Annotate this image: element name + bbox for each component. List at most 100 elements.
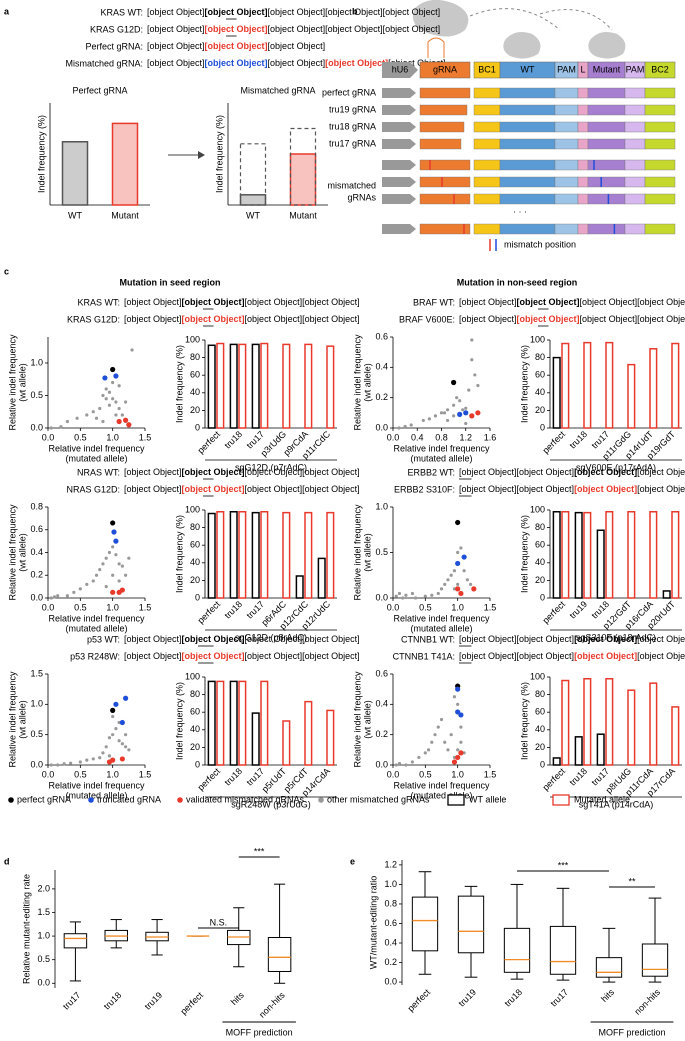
point — [123, 695, 129, 701]
bar — [229, 511, 238, 599]
point — [114, 413, 118, 417]
cas9-shapes — [413, 0, 626, 59]
y-tick-label: 1.0 — [37, 930, 50, 940]
point — [456, 550, 460, 555]
sequence-segment: [object Object] — [459, 484, 517, 494]
x-axis-label: Relative indel frequency — [48, 443, 145, 453]
x-tick-label: perfect — [196, 599, 223, 626]
x-axis-label: Relative indel frequency — [393, 443, 490, 453]
y-tick-label: 60 — [535, 707, 545, 717]
sequence-segment: [object Object] — [268, 41, 326, 51]
bar — [627, 689, 636, 766]
y-tick-label: 0.5 — [30, 729, 43, 739]
point — [110, 589, 116, 595]
sequence-name: Mismatched gRNA: — [65, 58, 143, 68]
bar — [282, 511, 291, 599]
sequence-segment: [object Object] — [147, 7, 205, 17]
row-part — [554, 104, 579, 116]
point — [464, 421, 468, 426]
point — [110, 520, 116, 526]
y-axis-label: Indel frequency (%) — [214, 115, 224, 193]
point — [72, 590, 76, 594]
y-tick-label: 80 — [190, 352, 200, 362]
bar — [583, 511, 592, 599]
sequence-segment: [object Object] — [325, 7, 383, 17]
x-axis-label: Relative indel frequency — [48, 613, 145, 623]
point — [62, 762, 66, 766]
y-tick-label: 0.2 — [30, 570, 43, 580]
point — [461, 554, 467, 560]
point — [456, 748, 460, 752]
bar — [207, 512, 216, 599]
sequence-segment: [object Object] — [245, 634, 303, 644]
y-axis-label: Relative indel frequency — [7, 671, 17, 768]
legend-label: WT allele — [469, 794, 506, 804]
bar — [326, 709, 335, 766]
sequence-segment: [object Object] — [388, 58, 446, 68]
row-part — [644, 159, 676, 171]
bar — [251, 343, 260, 429]
bar — [649, 348, 658, 429]
point — [49, 596, 53, 600]
point — [439, 411, 444, 415]
x-tick-label: 1.2 — [459, 432, 472, 442]
row-part — [587, 121, 626, 133]
point — [85, 413, 89, 417]
point — [459, 725, 463, 729]
box — [63, 933, 88, 949]
group-label: MOFF prediction — [598, 1027, 665, 1037]
panel-a-arrow — [168, 151, 205, 159]
point — [469, 413, 475, 419]
x-tick-label: 1.0 — [106, 769, 119, 779]
point — [470, 338, 474, 342]
point — [463, 410, 469, 416]
sequence-segment: [object Object] — [245, 314, 303, 324]
reference-bar — [289, 127, 317, 206]
construct-label: WT — [521, 64, 535, 74]
x-tick-label: 0.4 — [411, 432, 424, 442]
construct-label: BC2 — [651, 64, 669, 74]
sequence-segment: [object Object] — [459, 467, 517, 477]
point — [417, 755, 421, 760]
point — [442, 411, 447, 415]
sequence: [object Object][object Object][object Ob… — [124, 297, 360, 307]
y-tick-label: 100 — [530, 671, 545, 681]
point — [461, 408, 465, 412]
y-axis-label: WT/mutant-editing ratio — [368, 876, 378, 970]
y-tick-label: 40 — [535, 724, 545, 734]
sequence-segment: [object Object] — [517, 484, 575, 494]
point — [107, 736, 112, 740]
sequence-segment: [object Object] — [302, 314, 360, 324]
x-tick-label: 0.0 — [42, 432, 55, 442]
row-arrow — [382, 177, 416, 187]
x-tick-label: 1.5 — [484, 602, 497, 612]
x-tick-label: 1.0 — [106, 432, 119, 442]
bar — [229, 680, 238, 766]
x-tick-label: perfect — [541, 766, 568, 793]
sequence-segment: [object Object] — [637, 297, 685, 307]
point — [433, 414, 438, 418]
x-axis-label: sgG12D (p8rAdC) — [235, 632, 307, 642]
sequence-segment: [object Object] — [182, 297, 245, 307]
sequence-name: KRAS WT: — [77, 297, 120, 307]
bar — [561, 511, 570, 599]
row-part — [554, 138, 579, 150]
point — [124, 400, 128, 404]
sequence-segment: [object Object] — [124, 314, 182, 324]
row-part — [473, 121, 501, 133]
x-tick-label: 1.6 — [484, 432, 497, 442]
point — [78, 587, 82, 591]
row-part — [499, 176, 556, 188]
y-tick-label: 0.0 — [30, 422, 43, 432]
point — [445, 418, 450, 423]
row-part — [554, 193, 579, 205]
bar — [662, 590, 671, 599]
bar — [304, 343, 313, 429]
y-tick-label: 40 — [190, 387, 200, 397]
bar — [207, 680, 216, 766]
construct-label: gRNA — [433, 64, 457, 74]
y-tick-label: 20 — [190, 742, 200, 752]
row-part — [624, 159, 646, 171]
point — [101, 393, 105, 398]
construct-label: hU6 — [392, 64, 409, 74]
